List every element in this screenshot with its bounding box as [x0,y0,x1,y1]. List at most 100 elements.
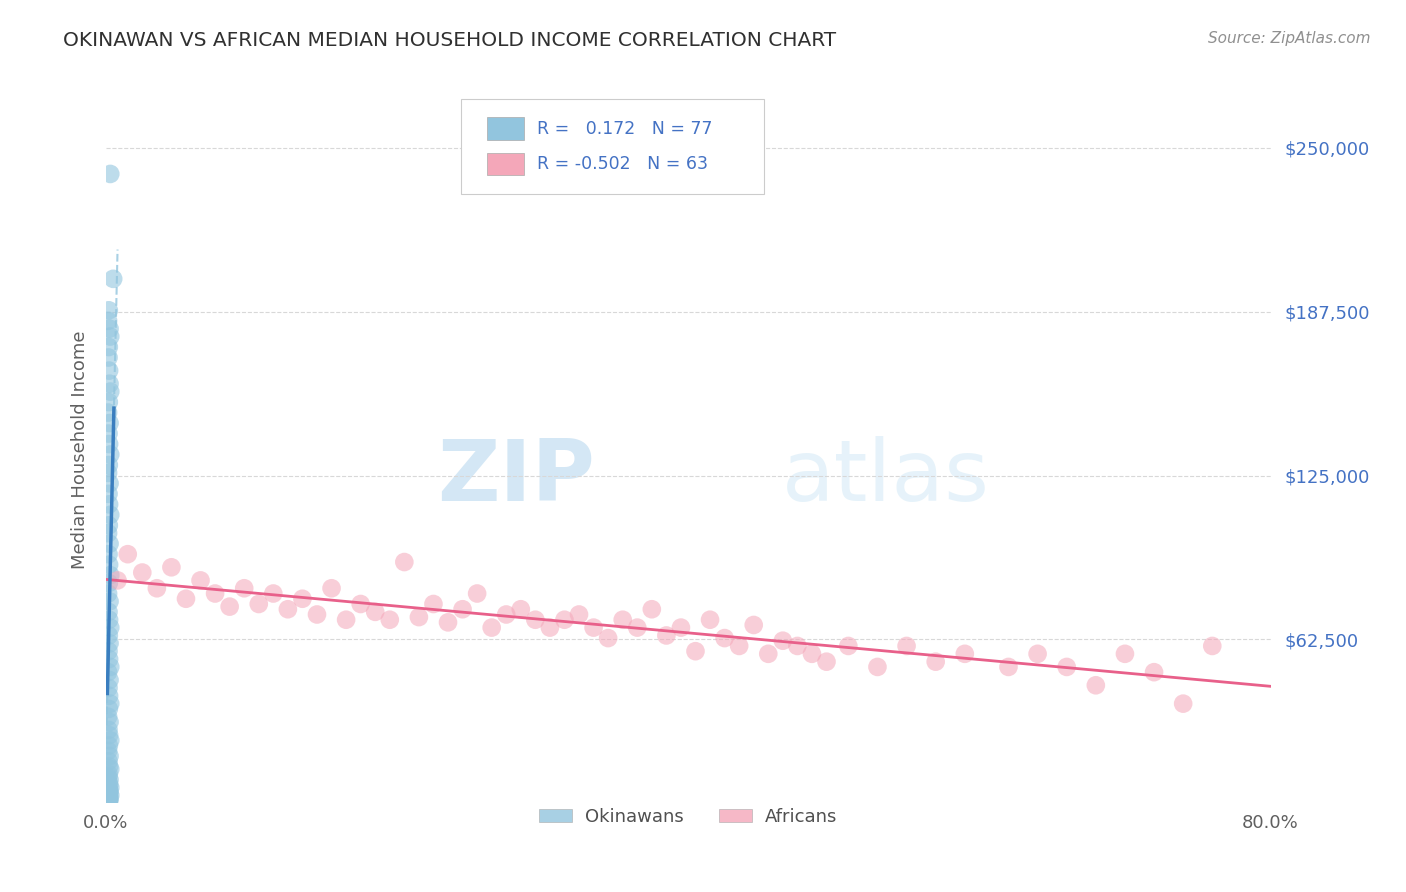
Point [97,605,120,619]
Point [98,793,121,807]
Point [277,602,299,616]
Text: OKINAWAN VS AFRICAN MEDIAN HOUSEHOLD INCOME CORRELATION CHART: OKINAWAN VS AFRICAN MEDIAN HOUSEHOLD INC… [63,31,837,50]
Point [896,639,918,653]
Point [669,621,692,635]
Point [98,416,121,430]
Point [97,786,120,800]
Point [218,599,240,614]
FancyBboxPatch shape [486,117,524,140]
Point [98,791,121,805]
Point [98,376,121,391]
Point [641,602,664,616]
Point [568,607,591,622]
Point [233,581,256,595]
Point [699,613,721,627]
Point [98,784,121,798]
Point [756,647,779,661]
Legend: Okinawans, Africans: Okinawans, Africans [533,801,844,833]
Point [97,739,120,753]
Point [97,767,120,781]
FancyBboxPatch shape [461,99,763,194]
Point [98,437,121,451]
Point [1084,678,1107,692]
Point [97,794,120,808]
Point [394,555,416,569]
Point [97,586,120,600]
Point [321,581,343,595]
Point [98,689,121,703]
Point [509,602,531,616]
Point [97,723,120,737]
Point [98,749,121,764]
Point [97,576,120,591]
Point [98,329,121,343]
Point [98,660,121,674]
Text: atlas: atlas [782,436,990,519]
Point [160,560,183,574]
Point [97,351,120,365]
Point [98,789,121,803]
Point [582,621,605,635]
Point [97,702,120,716]
Point [98,448,121,462]
Point [772,633,794,648]
Y-axis label: Median Household Income: Median Household Income [72,330,89,568]
Point [598,631,620,645]
Point [98,728,121,742]
Point [97,487,120,501]
Point [98,508,121,522]
Point [713,631,735,645]
Point [97,710,120,724]
Point [465,586,488,600]
Point [262,586,284,600]
Point [1114,647,1136,661]
Point [98,652,121,666]
Point [786,639,808,653]
Point [97,644,120,658]
Point [98,762,121,776]
Point [538,621,561,635]
Text: Source: ZipAtlas.com: Source: ZipAtlas.com [1208,31,1371,46]
Point [1143,665,1166,680]
Point [437,615,460,630]
Point [350,597,373,611]
Point [97,791,120,805]
Point [524,613,547,627]
Point [97,792,120,806]
Point [97,775,120,789]
Point [174,591,197,606]
Point [98,167,121,181]
Point [97,628,120,642]
Point [925,655,948,669]
Point [97,547,120,561]
Point [98,321,121,335]
Point [97,744,120,758]
Point [98,759,121,773]
Point [97,395,120,409]
Point [98,673,121,687]
Point [97,518,120,533]
Point [247,597,270,611]
Point [1173,697,1195,711]
Point [97,340,120,354]
Point [97,755,120,769]
Point [190,574,212,588]
Point [98,636,121,650]
Point [655,628,678,642]
Point [1026,647,1049,661]
Point [97,794,120,808]
Point [97,303,120,318]
Point [98,537,121,551]
Point [837,639,859,653]
Point [98,733,121,747]
Text: R = -0.502   N = 63: R = -0.502 N = 63 [537,155,707,173]
Point [107,574,129,588]
Point [98,558,121,572]
Point [98,795,121,809]
Point [97,406,120,420]
Point [97,526,120,541]
Point [626,621,648,635]
Point [742,618,765,632]
Point [98,384,121,399]
Point [1201,639,1223,653]
